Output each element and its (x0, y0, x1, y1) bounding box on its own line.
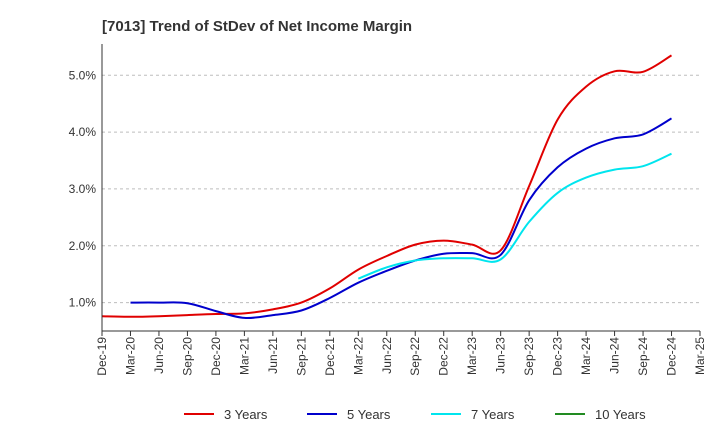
plot-area (101, 54, 673, 320)
legend: 3 Years 5 Years 7 Years 10 Years (184, 407, 646, 422)
x-tick-label: Sep-20 (180, 337, 194, 376)
legend-label-7-years: 7 Years (471, 407, 515, 422)
series-line-5-years (130, 117, 673, 320)
x-tick-label: Dec-19 (95, 337, 109, 376)
x-tick-label: Mar-22 (351, 337, 365, 375)
x-tick-label: Dec-24 (665, 337, 679, 376)
x-tick-label: Jun-22 (380, 337, 394, 374)
series-line-7-years (357, 152, 672, 280)
x-tick-label: Dec-21 (323, 337, 337, 376)
x-tick-label: Jun-21 (266, 337, 280, 374)
x-tick-label: Dec-23 (551, 337, 565, 376)
x-tick-label: Sep-21 (294, 337, 308, 376)
legend-label-10-years: 10 Years (595, 407, 646, 422)
y-tick-label: 2.0% (69, 239, 97, 253)
y-axis: 1.0% 2.0% 3.0% 4.0% 5.0% (69, 44, 103, 331)
x-tick-label: Dec-20 (209, 337, 223, 376)
x-tick-label: Dec-22 (437, 337, 451, 376)
x-tick-label: Mar-21 (237, 337, 251, 375)
y-tick-label: 4.0% (69, 125, 97, 139)
x-tick-label: Mar-25 (693, 337, 707, 375)
x-tick-label: Mar-20 (123, 337, 137, 375)
x-tick-label: Mar-23 (465, 337, 479, 375)
x-tick-label: Sep-24 (636, 337, 650, 376)
x-tick-label: Jun-20 (152, 337, 166, 374)
legend-label-5-years: 5 Years (347, 407, 391, 422)
y-tick-label: 1.0% (69, 296, 97, 310)
x-tick-label: Jun-24 (608, 337, 622, 374)
x-axis: Dec-19 Mar-20 Jun-20 Sep-20 Dec-20 Mar-21 Jun-… (95, 330, 707, 376)
series-line-3-years (101, 54, 673, 318)
chart-title: [7013] Trend of StDev of Net Income Marg… (102, 18, 412, 35)
x-tick-label: Mar-24 (579, 337, 593, 375)
x-tick-label: Jun-23 (494, 337, 508, 374)
x-tick-label: Sep-22 (408, 337, 422, 376)
x-tick-label: Sep-23 (522, 337, 536, 376)
y-tick-label: 3.0% (69, 182, 97, 196)
legend-label-3-years: 3 Years (224, 407, 268, 422)
grid (102, 74, 700, 304)
y-tick-label: 5.0% (69, 68, 97, 82)
